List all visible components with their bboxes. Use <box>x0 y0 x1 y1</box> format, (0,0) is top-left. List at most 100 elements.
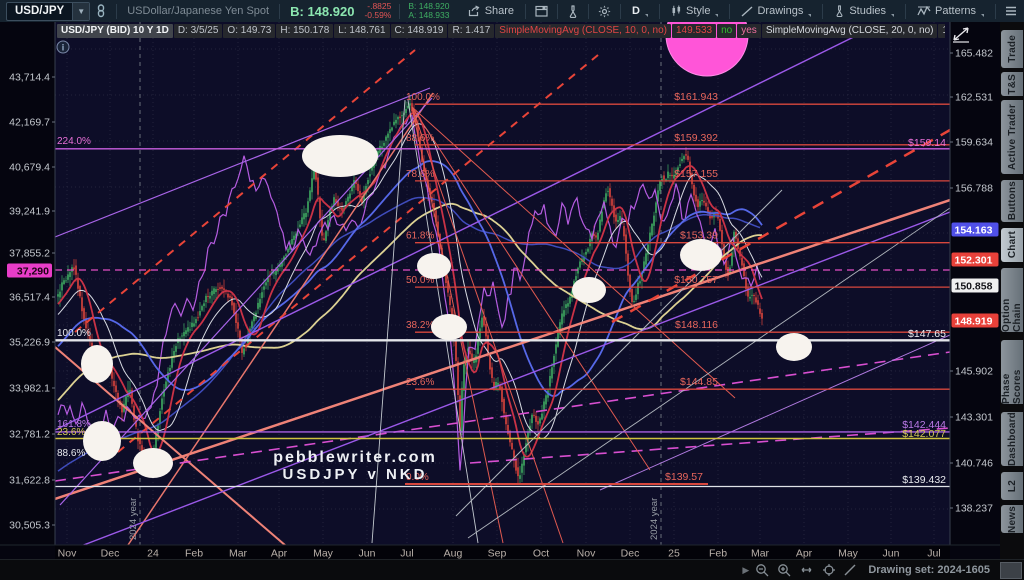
svg-text:May: May <box>313 548 334 560</box>
svg-text:USDJPY v NKD: USDJPY v NKD <box>283 466 428 483</box>
zoom-out-icon[interactable] <box>755 563 769 577</box>
svg-text:$153.39: $153.39 <box>680 230 718 242</box>
svg-text:42,169.7: 42,169.7 <box>9 117 50 129</box>
header-chip: 150.858 <box>938 24 945 38</box>
bid-ask-values: B: 148.920 A: 148.933 <box>408 1 450 20</box>
svg-text:$157.155: $157.155 <box>674 168 718 180</box>
svg-text:33,982.1: 33,982.1 <box>9 383 50 395</box>
drawing-line-icon <box>742 5 753 17</box>
menu-list-icon[interactable] <box>1000 6 1022 16</box>
svg-text:$161.943: $161.943 <box>674 91 718 103</box>
symbol-selector[interactable]: USD/JPY ▼ <box>6 1 91 21</box>
svg-text:Feb: Feb <box>185 548 203 560</box>
side-tab-t-s[interactable]: T&S <box>1001 72 1023 96</box>
svg-text:24: 24 <box>147 548 159 560</box>
side-tab-label: Chart <box>1006 231 1018 259</box>
svg-text:2024 year: 2024 year <box>649 498 660 540</box>
header-chip: yes <box>737 24 761 38</box>
header-chip: SimpleMovingAvg (CLOSE, 10, 0, no) <box>495 24 671 38</box>
svg-text:140.746: 140.746 <box>955 458 993 470</box>
side-tab-label: L2 <box>1006 479 1018 493</box>
svg-text:30,505.3: 30,505.3 <box>9 520 50 532</box>
side-tab-l2[interactable]: L2 <box>1001 472 1023 500</box>
flask-icon[interactable] <box>562 4 584 18</box>
svg-text:138.237: 138.237 <box>955 503 993 515</box>
svg-text:Jun: Jun <box>359 548 376 560</box>
side-tab-label: Trade <box>1006 35 1018 63</box>
svg-text:156.788: 156.788 <box>955 183 993 195</box>
link-icon[interactable] <box>90 4 112 18</box>
status-bar: ▶ Drawing set: 2024-1605 <box>0 559 1024 580</box>
divider <box>729 3 731 19</box>
crosshair-icon[interactable] <box>822 563 836 577</box>
side-tab-news[interactable]: News <box>1001 505 1023 533</box>
side-tab-label: Phase Scores <box>1001 369 1023 404</box>
caret-icon <box>808 13 812 17</box>
side-tab-label: T&S <box>1006 73 1018 95</box>
svg-text:100.0%: 100.0% <box>57 328 91 339</box>
chart-canvas[interactable]: 100.0% $161.943 88.6% $159.392 78.6% $157.155… <box>0 22 1000 560</box>
svg-text:145.902: 145.902 <box>955 366 993 378</box>
svg-text:23.6%: 23.6% <box>406 377 434 388</box>
ohlc-study-header: USD/JPY (BID) 10 Y 1D D: 3/5/25 O: 149.73 H… <box>57 24 945 38</box>
svg-text:162.531: 162.531 <box>955 92 993 104</box>
timeframe-button[interactable]: D <box>625 5 655 17</box>
side-tab-label: News <box>1006 505 1018 533</box>
divider <box>279 3 281 19</box>
svg-text:88.6%: 88.6% <box>57 448 85 459</box>
expand-caret-icon[interactable]: ▶ <box>742 564 750 575</box>
header-chip: L: 148.761 <box>334 24 390 38</box>
side-tab-dashboard[interactable]: Dashboard <box>1001 412 1023 466</box>
divider <box>995 3 996 19</box>
divider <box>588 3 590 19</box>
side-tab-label: Dashboard <box>1006 411 1018 467</box>
svg-text:148.919: 148.919 <box>955 316 993 328</box>
studies-button[interactable]: Studies <box>827 5 901 17</box>
svg-text:Nov: Nov <box>577 548 596 560</box>
svg-text:36,517.4: 36,517.4 <box>9 292 50 304</box>
side-tab-option-chain[interactable]: Option Chain <box>1001 268 1023 332</box>
price-change: -.8825 -0.59% <box>364 1 392 20</box>
svg-text:$139.432: $139.432 <box>902 474 946 486</box>
svg-text:Oct: Oct <box>533 548 549 560</box>
share-button[interactable]: Share <box>461 5 521 17</box>
calendar-events-icon[interactable] <box>530 5 553 17</box>
divider <box>905 3 907 19</box>
side-tab-buttons[interactable]: Buttons <box>1001 180 1023 222</box>
divider <box>822 3 824 19</box>
header-chip: USD/JPY (BID) 10 Y 1D <box>57 24 173 38</box>
pan-arrows-icon[interactable] <box>799 565 814 575</box>
zoom-in-icon[interactable] <box>777 563 791 577</box>
gear-icon[interactable] <box>593 5 616 18</box>
svg-text:78.6%: 78.6% <box>406 169 434 180</box>
drawings-button[interactable]: Drawings <box>734 5 818 17</box>
style-button[interactable]: Style <box>664 5 725 17</box>
svg-text:25: 25 <box>668 548 680 560</box>
drawing-tool-icon[interactable] <box>844 564 856 576</box>
svg-text:39,241.9: 39,241.9 <box>9 206 50 218</box>
divider <box>659 3 660 19</box>
svg-text:Mar: Mar <box>751 548 770 560</box>
svg-text:Apr: Apr <box>796 548 813 560</box>
svg-text:2024 year: 2024 year <box>128 498 139 540</box>
svg-text:pebblewriter.com: pebblewriter.com <box>273 449 437 466</box>
svg-text:23.6%: 23.6% <box>57 427 85 438</box>
side-tab-chart[interactable]: Chart <box>1001 228 1023 262</box>
symbol-dropdown-caret-icon[interactable]: ▼ <box>72 2 90 20</box>
svg-text:Jul: Jul <box>400 548 413 560</box>
svg-text:150.858: 150.858 <box>955 281 993 293</box>
side-tab-phase-scores[interactable]: Phase Scores <box>1001 340 1023 404</box>
header-chip: O: 149.73 <box>223 24 276 38</box>
side-tab-trade[interactable]: Trade <box>1001 30 1023 68</box>
svg-text:Feb: Feb <box>709 548 727 560</box>
patterns-button[interactable]: Patterns <box>910 5 991 17</box>
symbol-label: USD/JPY <box>15 5 65 17</box>
side-tab-active-trader[interactable]: Active Trader <box>1001 100 1023 174</box>
svg-text:38.2%: 38.2% <box>406 320 434 331</box>
side-tab-label: Option Chain <box>1001 298 1023 332</box>
svg-text:$139.57: $139.57 <box>665 471 703 483</box>
svg-text:31,622.8: 31,622.8 <box>9 475 50 487</box>
header-chip: R: 1.417 <box>448 24 495 38</box>
corner-resize-handle[interactable] <box>1000 561 1022 579</box>
